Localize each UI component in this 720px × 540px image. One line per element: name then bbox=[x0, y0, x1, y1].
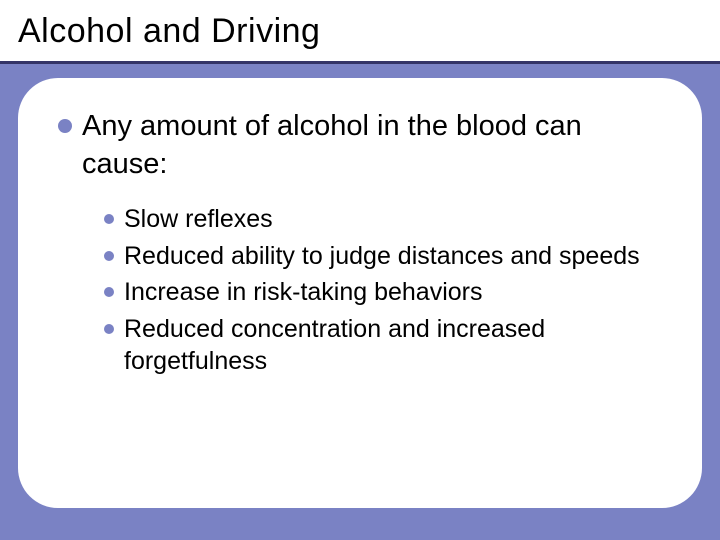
title-bar: Alcohol and Driving bbox=[0, 0, 720, 64]
bullet-icon bbox=[104, 287, 114, 297]
list-item: Reduced concentration and increased forg… bbox=[104, 313, 662, 378]
sub-point-text: Slow reflexes bbox=[124, 203, 273, 236]
list-item: Reduced ability to judge distances and s… bbox=[104, 240, 662, 273]
slide-title: Alcohol and Driving bbox=[18, 12, 702, 51]
sub-point-text: Increase in risk-taking behaviors bbox=[124, 276, 483, 309]
sub-point-text: Reduced concentration and increased forg… bbox=[124, 313, 662, 378]
sub-point-text: Reduced ability to judge distances and s… bbox=[124, 240, 640, 273]
main-bullet: Any amount of alcohol in the blood can c… bbox=[58, 108, 662, 183]
bullet-icon bbox=[104, 251, 114, 261]
sub-list: Slow reflexes Reduced ability to judge d… bbox=[104, 203, 662, 378]
title-spacer bbox=[0, 64, 720, 78]
content-box: Any amount of alcohol in the blood can c… bbox=[18, 78, 702, 508]
main-point-text: Any amount of alcohol in the blood can c… bbox=[82, 108, 662, 183]
list-item: Slow reflexes bbox=[104, 203, 662, 236]
bullet-icon bbox=[58, 119, 72, 133]
list-item: Increase in risk-taking behaviors bbox=[104, 276, 662, 309]
bullet-icon bbox=[104, 324, 114, 334]
bullet-icon bbox=[104, 214, 114, 224]
